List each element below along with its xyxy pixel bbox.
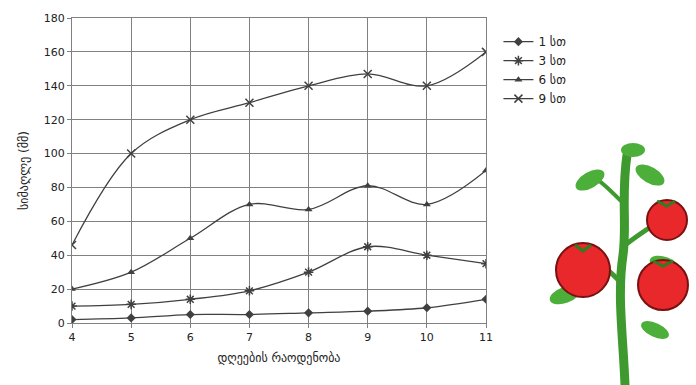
svg-text:180: 180 [44, 12, 65, 25]
svg-text:120: 120 [44, 114, 65, 127]
svg-text:40: 40 [51, 249, 65, 262]
svg-text:100: 100 [44, 147, 65, 160]
svg-text:0: 0 [58, 317, 65, 330]
svg-text:6 სთ: 6 სთ [538, 73, 566, 87]
svg-text:80: 80 [51, 181, 65, 194]
svg-text:6: 6 [187, 331, 194, 344]
svg-text:8: 8 [305, 331, 312, 344]
svg-text:20: 20 [51, 283, 65, 296]
svg-text:60: 60 [51, 215, 65, 228]
svg-text:3 სთ: 3 სთ [538, 54, 566, 68]
svg-text:დღეების რაოდენობა: დღეების რაოდენობა [218, 351, 341, 365]
svg-text:10: 10 [420, 331, 434, 344]
svg-text:5: 5 [128, 331, 135, 344]
svg-text:4: 4 [69, 331, 76, 344]
svg-text:7: 7 [246, 331, 253, 344]
svg-text:9 სთ: 9 სთ [538, 92, 566, 106]
svg-text:9: 9 [364, 331, 371, 344]
svg-text:11: 11 [479, 331, 493, 344]
svg-text:1 სთ: 1 სთ [538, 35, 566, 49]
svg-text:სიმაღლე (მმ): სიმაღლე (მმ) [17, 131, 31, 210]
svg-text:160: 160 [44, 46, 65, 59]
svg-text:140: 140 [44, 80, 65, 93]
